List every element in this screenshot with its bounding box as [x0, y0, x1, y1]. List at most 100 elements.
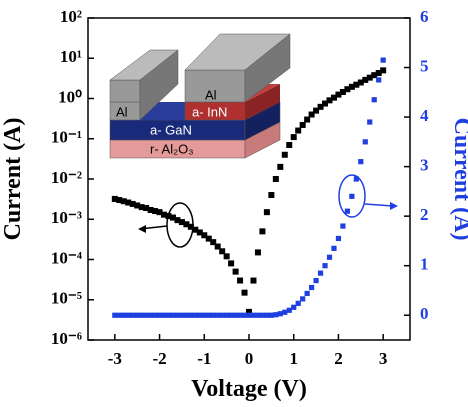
marker — [259, 312, 266, 318]
marker — [308, 111, 315, 118]
marker — [210, 312, 216, 318]
marker — [326, 97, 333, 104]
marker — [380, 57, 386, 63]
marker — [223, 253, 230, 260]
y2-tick-label: 4 — [420, 106, 429, 125]
marker — [277, 311, 283, 317]
marker — [286, 141, 293, 148]
marker — [353, 81, 360, 88]
marker — [304, 116, 311, 123]
marker — [170, 312, 176, 318]
marker — [178, 219, 185, 226]
marker — [152, 208, 159, 215]
marker — [165, 312, 172, 318]
y2-tick-label: 1 — [420, 255, 429, 274]
marker — [112, 312, 118, 318]
x-tick-label: -3 — [108, 349, 122, 368]
marker — [291, 304, 297, 310]
x-tick-label: 0 — [245, 349, 254, 368]
y2-tick-label: 2 — [420, 205, 429, 224]
marker — [241, 289, 248, 296]
marker — [165, 213, 172, 220]
y-tick-label: 10⁰ — [58, 87, 82, 106]
marker — [241, 312, 248, 318]
marker — [130, 312, 136, 318]
marker — [263, 209, 270, 216]
marker — [295, 300, 301, 306]
marker — [335, 91, 342, 98]
marker — [295, 127, 302, 134]
marker — [179, 312, 185, 318]
y-tick-label: 10⁻³ — [51, 208, 82, 227]
marker — [376, 77, 382, 83]
marker — [335, 235, 342, 242]
marker — [228, 260, 235, 267]
marker — [116, 312, 122, 318]
marker — [348, 83, 355, 90]
marker — [237, 312, 243, 318]
marker — [309, 284, 315, 291]
marker — [237, 277, 244, 284]
y-tick-label: 10⁻² — [51, 168, 82, 187]
marker — [254, 249, 261, 256]
marker — [228, 312, 234, 318]
marker — [353, 176, 359, 182]
marker — [215, 312, 221, 318]
marker — [219, 312, 225, 318]
marker — [326, 254, 333, 260]
marker — [268, 312, 274, 318]
marker — [205, 235, 212, 242]
marker — [147, 206, 154, 213]
marker — [246, 308, 252, 315]
marker — [232, 312, 239, 318]
marker — [134, 312, 140, 318]
marker — [322, 100, 329, 107]
marker — [313, 277, 319, 284]
marker — [299, 121, 306, 128]
y-axis-label: Current (A) — [0, 118, 26, 241]
y2-tick-label: 5 — [420, 56, 429, 75]
inset-diagram — [109, 33, 291, 159]
x-tick-label: 1 — [289, 349, 298, 368]
marker — [371, 72, 378, 79]
marker — [201, 232, 208, 239]
inset-label: Al — [116, 104, 128, 119]
y-tick-label: 10⁻⁴ — [51, 248, 82, 267]
marker — [272, 176, 279, 182]
marker — [169, 214, 176, 221]
marker — [317, 103, 324, 110]
marker — [134, 202, 141, 209]
x-tick-label: 3 — [379, 349, 388, 368]
y2-tick-label: 3 — [420, 156, 429, 175]
marker — [250, 312, 257, 318]
marker — [344, 208, 350, 214]
marker — [277, 163, 284, 170]
marker — [232, 268, 239, 275]
marker — [362, 139, 368, 145]
inset-label: r- Al₂O₃ — [150, 141, 194, 156]
marker — [322, 263, 328, 269]
marker — [174, 217, 181, 224]
x-tick-label: -2 — [152, 349, 166, 368]
marker — [116, 197, 123, 204]
marker — [281, 151, 288, 158]
marker — [224, 312, 230, 318]
marker — [183, 221, 190, 228]
marker — [192, 312, 198, 318]
marker — [156, 312, 163, 318]
marker — [143, 205, 150, 212]
inset-label: a- GaN — [150, 122, 192, 137]
marker — [358, 159, 364, 165]
marker — [210, 239, 217, 246]
marker — [367, 119, 373, 125]
marker — [121, 312, 127, 318]
marker — [344, 86, 351, 93]
marker — [380, 67, 387, 74]
x-tick-label: 2 — [334, 349, 343, 368]
y-tick-label: 10² — [60, 7, 82, 26]
marker — [143, 312, 149, 318]
marker — [197, 312, 203, 318]
marker — [219, 248, 226, 255]
x-tick-label: -1 — [197, 349, 211, 368]
